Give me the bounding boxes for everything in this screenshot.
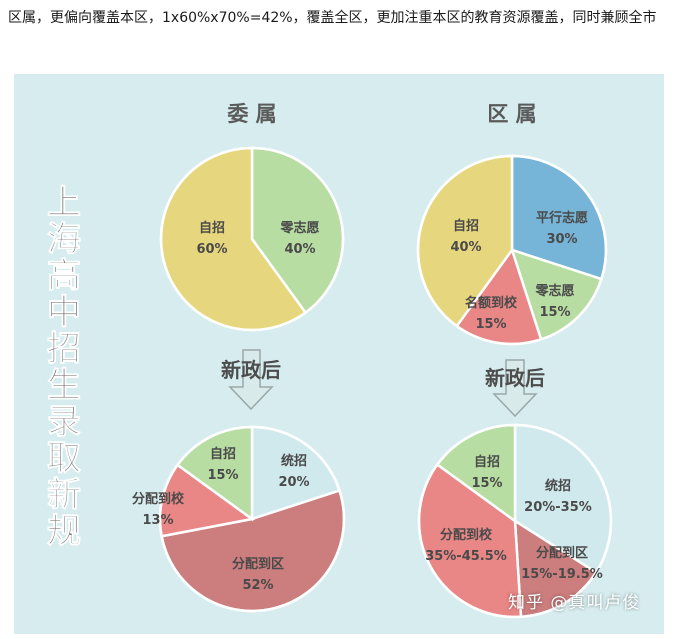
pie-3-value-3: 15% <box>471 476 502 491</box>
arrow-label-right: 新政后 <box>485 366 545 390</box>
pie-0-title: 委 属 <box>226 101 276 126</box>
pie-chart-2: 统招 20% 分配到区 52% 分配到校 13% 自招 15% <box>132 425 346 613</box>
pie-3-value-0: 20%-35% <box>524 500 592 515</box>
pie-3-value-1: 15%-19.5% <box>521 567 603 582</box>
pie-2-outline <box>158 425 346 613</box>
pie-2-label-2: 分配到校 <box>132 491 185 507</box>
vertical-title-char: 上 <box>47 183 81 223</box>
pie-1-label-3: 自招 <box>453 218 479 234</box>
pie-1-label-1: 零志愿 <box>534 283 574 299</box>
pie-2-label-0: 统招 <box>281 453 307 469</box>
pie-2-value-0: 20% <box>278 475 309 490</box>
vertical-title-char: 新 <box>47 475 81 515</box>
pie-2-value-2: 13% <box>142 513 173 528</box>
arrow-label-left: 新政后 <box>221 358 281 382</box>
pie-1-label-0: 平行志愿 <box>536 210 588 226</box>
pie-1-value-0: 30% <box>546 232 577 247</box>
pie-3-label-0: 统招 <box>545 478 571 494</box>
vertical-title-char: 生 <box>47 366 81 406</box>
arrow-left: 新政后 <box>221 349 281 411</box>
pie-3-value-2: 35%-45.5% <box>425 549 507 564</box>
pie-chart-3: 统招 20%-35% 分配到区 15%-19.5% 分配到校 35%-45.5% 自招 15% <box>417 423 613 619</box>
pie-2-label-3: 自招 <box>210 446 236 462</box>
pie-chart-0: 零志愿 40% 自招 60% <box>159 146 345 332</box>
pie-3-label-2: 分配到校 <box>440 527 493 543</box>
arrow-right: 新政后 <box>485 359 545 418</box>
vertical-title-char: 高 <box>47 256 81 296</box>
pie-1-label-2: 名额到校 <box>465 295 518 311</box>
pie-2-value-1: 52% <box>242 578 273 593</box>
vertical-title-char: 规 <box>47 512 81 552</box>
down-arrow-icon <box>492 359 538 418</box>
pie-3-label-3: 自招 <box>474 454 500 470</box>
pie-3-label-1: 分配到区 <box>536 545 588 561</box>
pie-0-value-0: 40% <box>284 242 315 257</box>
watermark: 知乎 @真叫卢俊 <box>508 593 641 613</box>
pie-1-outline <box>416 154 608 346</box>
pie-1-value-1: 15% <box>539 305 570 320</box>
pie-3-outline <box>417 423 613 619</box>
pie-1-title: 区 属 <box>487 101 536 126</box>
pie-1-value-2: 15% <box>475 317 506 332</box>
intro-text: 区属，更偏向覆盖本区，1x60%x70%=42%，覆盖全区，更加注重本区的教育资… <box>8 10 657 26</box>
pie-0-label-0: 零志愿 <box>279 220 319 236</box>
vertical-title-char: 录 <box>47 402 81 442</box>
down-arrow-icon <box>228 349 274 411</box>
pie-1-value-3: 40% <box>450 240 481 255</box>
pie-0-label-1: 自招 <box>199 220 225 236</box>
pie-2-value-3: 15% <box>207 468 238 483</box>
pie-2-label-1: 分配到区 <box>232 556 284 572</box>
pie-0-outline <box>159 146 345 332</box>
vertical-title-char: 海 <box>47 220 81 260</box>
vertical-title-char: 中 <box>47 293 81 333</box>
vertical-title-char: 取 <box>47 439 81 479</box>
pie-0-value-1: 60% <box>196 242 227 257</box>
pie-chart-1: 平行志愿 30% 零志愿 15% 名额到校 15% 自招 40% <box>416 154 608 346</box>
vertical-title-char: 招 <box>47 329 81 369</box>
